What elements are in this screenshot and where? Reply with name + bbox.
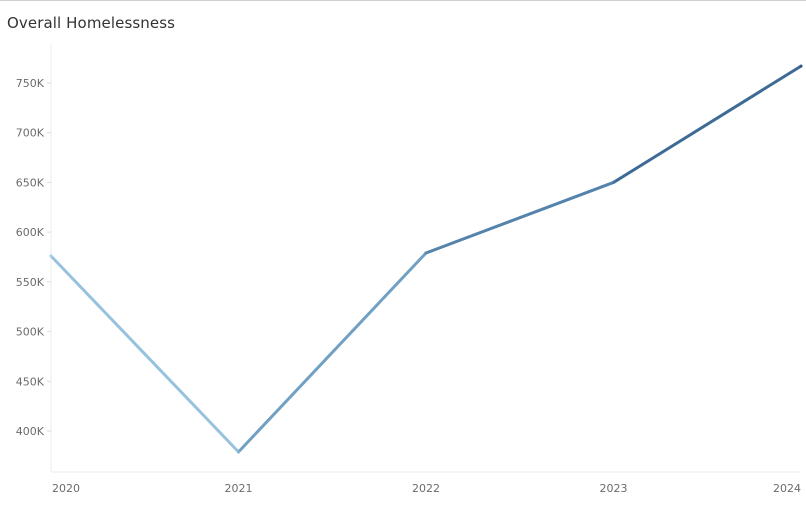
y-axis: 400K 450K 500K 550K 600K 650K 700K 750K bbox=[16, 44, 52, 472]
line-segment bbox=[612, 64, 803, 184]
y-tick-label: 650K bbox=[16, 176, 45, 189]
x-tick-label: 2023 bbox=[600, 482, 628, 495]
y-tick-label: 750K bbox=[16, 77, 45, 90]
data-point bbox=[612, 180, 615, 184]
series-line bbox=[49, 64, 803, 454]
line-segment bbox=[49, 254, 240, 454]
x-tick-label: 2021 bbox=[225, 482, 253, 495]
data-point bbox=[424, 251, 428, 255]
data-point bbox=[237, 450, 240, 454]
data-point bbox=[49, 254, 53, 258]
x-tick-label: 2022 bbox=[412, 482, 440, 495]
y-tick-label: 600K bbox=[16, 226, 45, 239]
x-tick-label: 2024 bbox=[773, 482, 801, 495]
chart-title: Overall Homelessness bbox=[7, 14, 176, 32]
line-segment bbox=[424, 180, 615, 255]
y-tick-label: 500K bbox=[16, 326, 45, 339]
x-axis: 2020 2021 2022 2023 2024 bbox=[51, 471, 801, 495]
data-point bbox=[799, 64, 803, 68]
y-tick-label: 400K bbox=[16, 425, 45, 438]
y-tick-label: 700K bbox=[16, 127, 45, 140]
y-tick-label: 550K bbox=[16, 276, 45, 289]
top-divider bbox=[0, 0, 806, 1]
line-segment bbox=[237, 251, 428, 454]
y-tick-label: 450K bbox=[16, 375, 45, 388]
x-tick-label: 2020 bbox=[52, 482, 80, 495]
